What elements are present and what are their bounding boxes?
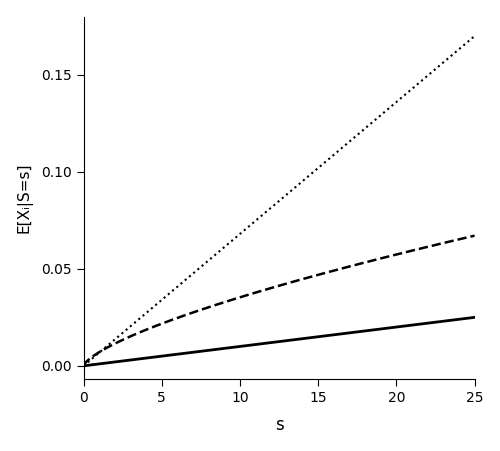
Y-axis label: E[Xᵢ|S=s]: E[Xᵢ|S=s] [16, 163, 32, 233]
X-axis label: s: s [274, 416, 283, 434]
